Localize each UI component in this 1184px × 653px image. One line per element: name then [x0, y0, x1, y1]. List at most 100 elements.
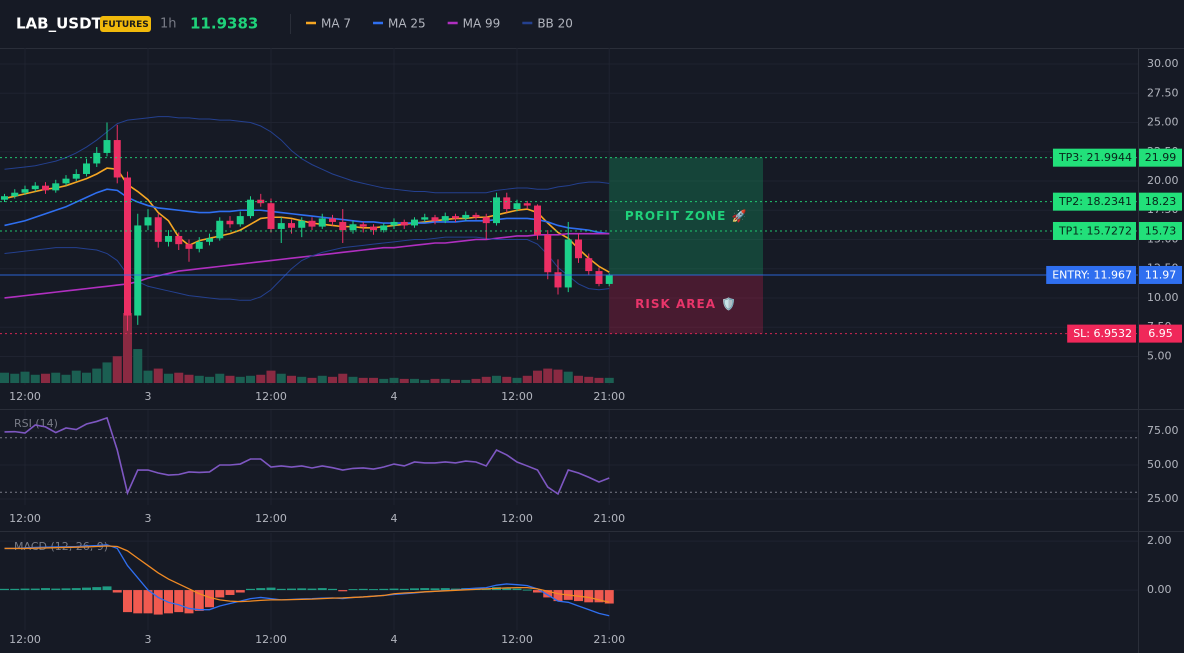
- volume-bar: [307, 377, 317, 383]
- y-tick-label: 75.00: [1147, 424, 1179, 437]
- histogram-bar: [20, 588, 30, 591]
- histogram-bar: [92, 587, 102, 591]
- zone-label: RISK AREA 🛡️: [635, 297, 737, 311]
- candle-body: [554, 272, 562, 288]
- candle-body: [493, 197, 500, 224]
- level-axis-label: 18.23: [1145, 195, 1177, 208]
- candle-body: [472, 214, 480, 218]
- volume-bar: [563, 371, 573, 383]
- volume-bar: [246, 375, 255, 383]
- x-tick-label: 4: [391, 633, 398, 646]
- volume-bar: [451, 379, 460, 383]
- histogram-bar: [10, 588, 20, 591]
- volume-bar: [71, 370, 81, 383]
- candle-body: [72, 173, 80, 179]
- histogram-bar: [61, 588, 71, 591]
- legend: MA 7 MA 25 MA 99 BB 20: [306, 17, 573, 31]
- x-tick-label: 12:00: [501, 633, 533, 646]
- candle-body: [216, 220, 224, 239]
- candle-body: [124, 177, 131, 316]
- volume-bar: [358, 377, 368, 383]
- legend-label: MA 25: [388, 17, 426, 31]
- x-tick-label: 3: [145, 633, 152, 646]
- volume-bar: [471, 378, 481, 383]
- badge-bg: [100, 16, 151, 32]
- volume-bar: [317, 375, 327, 383]
- level-axis-bg: [1139, 265, 1182, 284]
- histogram-bar: [123, 590, 132, 613]
- histogram-bar: [369, 589, 378, 591]
- volume-bar: [379, 378, 389, 383]
- x-tick-label: 21:00: [593, 390, 625, 403]
- candle-body: [267, 203, 275, 229]
- volume-bar: [553, 369, 563, 383]
- candle-body: [52, 183, 60, 191]
- candle-body: [482, 217, 490, 224]
- histogram-bar: [533, 590, 542, 593]
- bb-lower: [4, 236, 610, 301]
- level-label: TP1: 15.7272: [1058, 224, 1132, 237]
- histogram-bar: [30, 588, 40, 591]
- level-label: TP2: 18.2341: [1058, 195, 1132, 208]
- candle-body: [226, 220, 234, 225]
- histogram-bar: [215, 590, 225, 598]
- volume-bar: [205, 376, 214, 383]
- legend-label: BB 20: [537, 17, 573, 31]
- volume-bar: [194, 375, 204, 383]
- candle-body: [185, 244, 193, 249]
- level-tag: SL: 6.9532 6.95: [1067, 324, 1182, 343]
- volume-bar: [502, 376, 512, 383]
- volume-bar: [512, 377, 522, 383]
- x-tick-label: 21:00: [593, 512, 625, 525]
- level-axis-label: 15.73: [1145, 224, 1177, 237]
- histogram-bar: [51, 588, 61, 591]
- x-tick-label: 12:00: [501, 512, 533, 525]
- volume-bar: [410, 378, 419, 383]
- volume-bar: [82, 372, 91, 383]
- volume-bar: [440, 378, 450, 383]
- legend-label: MA 99: [463, 17, 501, 31]
- y-tick-label: 10.00: [1147, 291, 1179, 304]
- volume-bar: [235, 376, 245, 383]
- volume-bar: [41, 373, 50, 383]
- candle-body: [390, 221, 398, 226]
- volume-bar: [481, 376, 491, 383]
- volume-bar: [30, 374, 40, 383]
- volume-bar: [215, 373, 225, 383]
- volume-bar: [328, 376, 337, 383]
- zone: [609, 274, 763, 334]
- volume-bar: [143, 370, 153, 383]
- x-tick-label: 12:00: [9, 390, 41, 403]
- volume-bar: [92, 368, 102, 383]
- bb-upper: [4, 116, 610, 194]
- candle-body: [42, 185, 49, 191]
- histogram-bar: [348, 589, 358, 591]
- level-axis-label: 11.97: [1145, 268, 1177, 281]
- x-tick-label: 21:00: [593, 633, 625, 646]
- candle-body: [564, 239, 572, 288]
- histogram-bar: [451, 588, 460, 591]
- histogram-bar: [594, 590, 604, 603]
- candle-body: [103, 140, 111, 153]
- volume-bar: [594, 377, 604, 383]
- y-tick-label: 30.00: [1147, 57, 1179, 70]
- volume-bar: [276, 373, 286, 383]
- histogram-bar: [41, 588, 50, 591]
- ma-line: [4, 167, 610, 273]
- candle-body: [452, 216, 459, 219]
- volume-bar: [123, 313, 132, 383]
- histogram-bar: [543, 590, 553, 598]
- candle-body: [236, 216, 244, 225]
- y-tick-label: 5.00: [1147, 349, 1172, 362]
- y-tick-label: 27.50: [1147, 86, 1179, 99]
- volume-bar: [297, 376, 307, 383]
- histogram-bar: [102, 586, 112, 591]
- zone: [609, 157, 763, 275]
- x-tick-label: 4: [391, 390, 398, 403]
- volume-bar: [10, 373, 20, 383]
- candle-body: [144, 217, 152, 226]
- histogram-bar: [512, 588, 522, 591]
- candle-body: [11, 192, 19, 197]
- volume-bar: [584, 376, 594, 383]
- volume-bar: [164, 373, 173, 383]
